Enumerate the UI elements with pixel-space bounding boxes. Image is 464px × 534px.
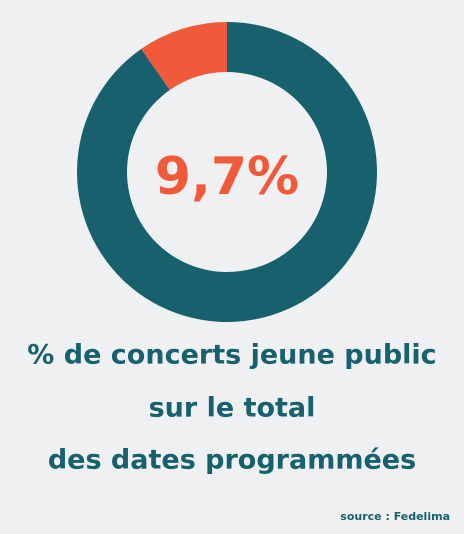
donut-slice [141,22,227,91]
center-label: 9,7% [155,147,299,207]
source: source : Fedelima [340,510,450,523]
title-line: des dates programmées [48,445,416,476]
title-line: sur le total [149,393,316,424]
donut-slice [77,22,377,322]
donut [77,22,377,322]
title-line: % de concerts jeune public [27,340,436,371]
